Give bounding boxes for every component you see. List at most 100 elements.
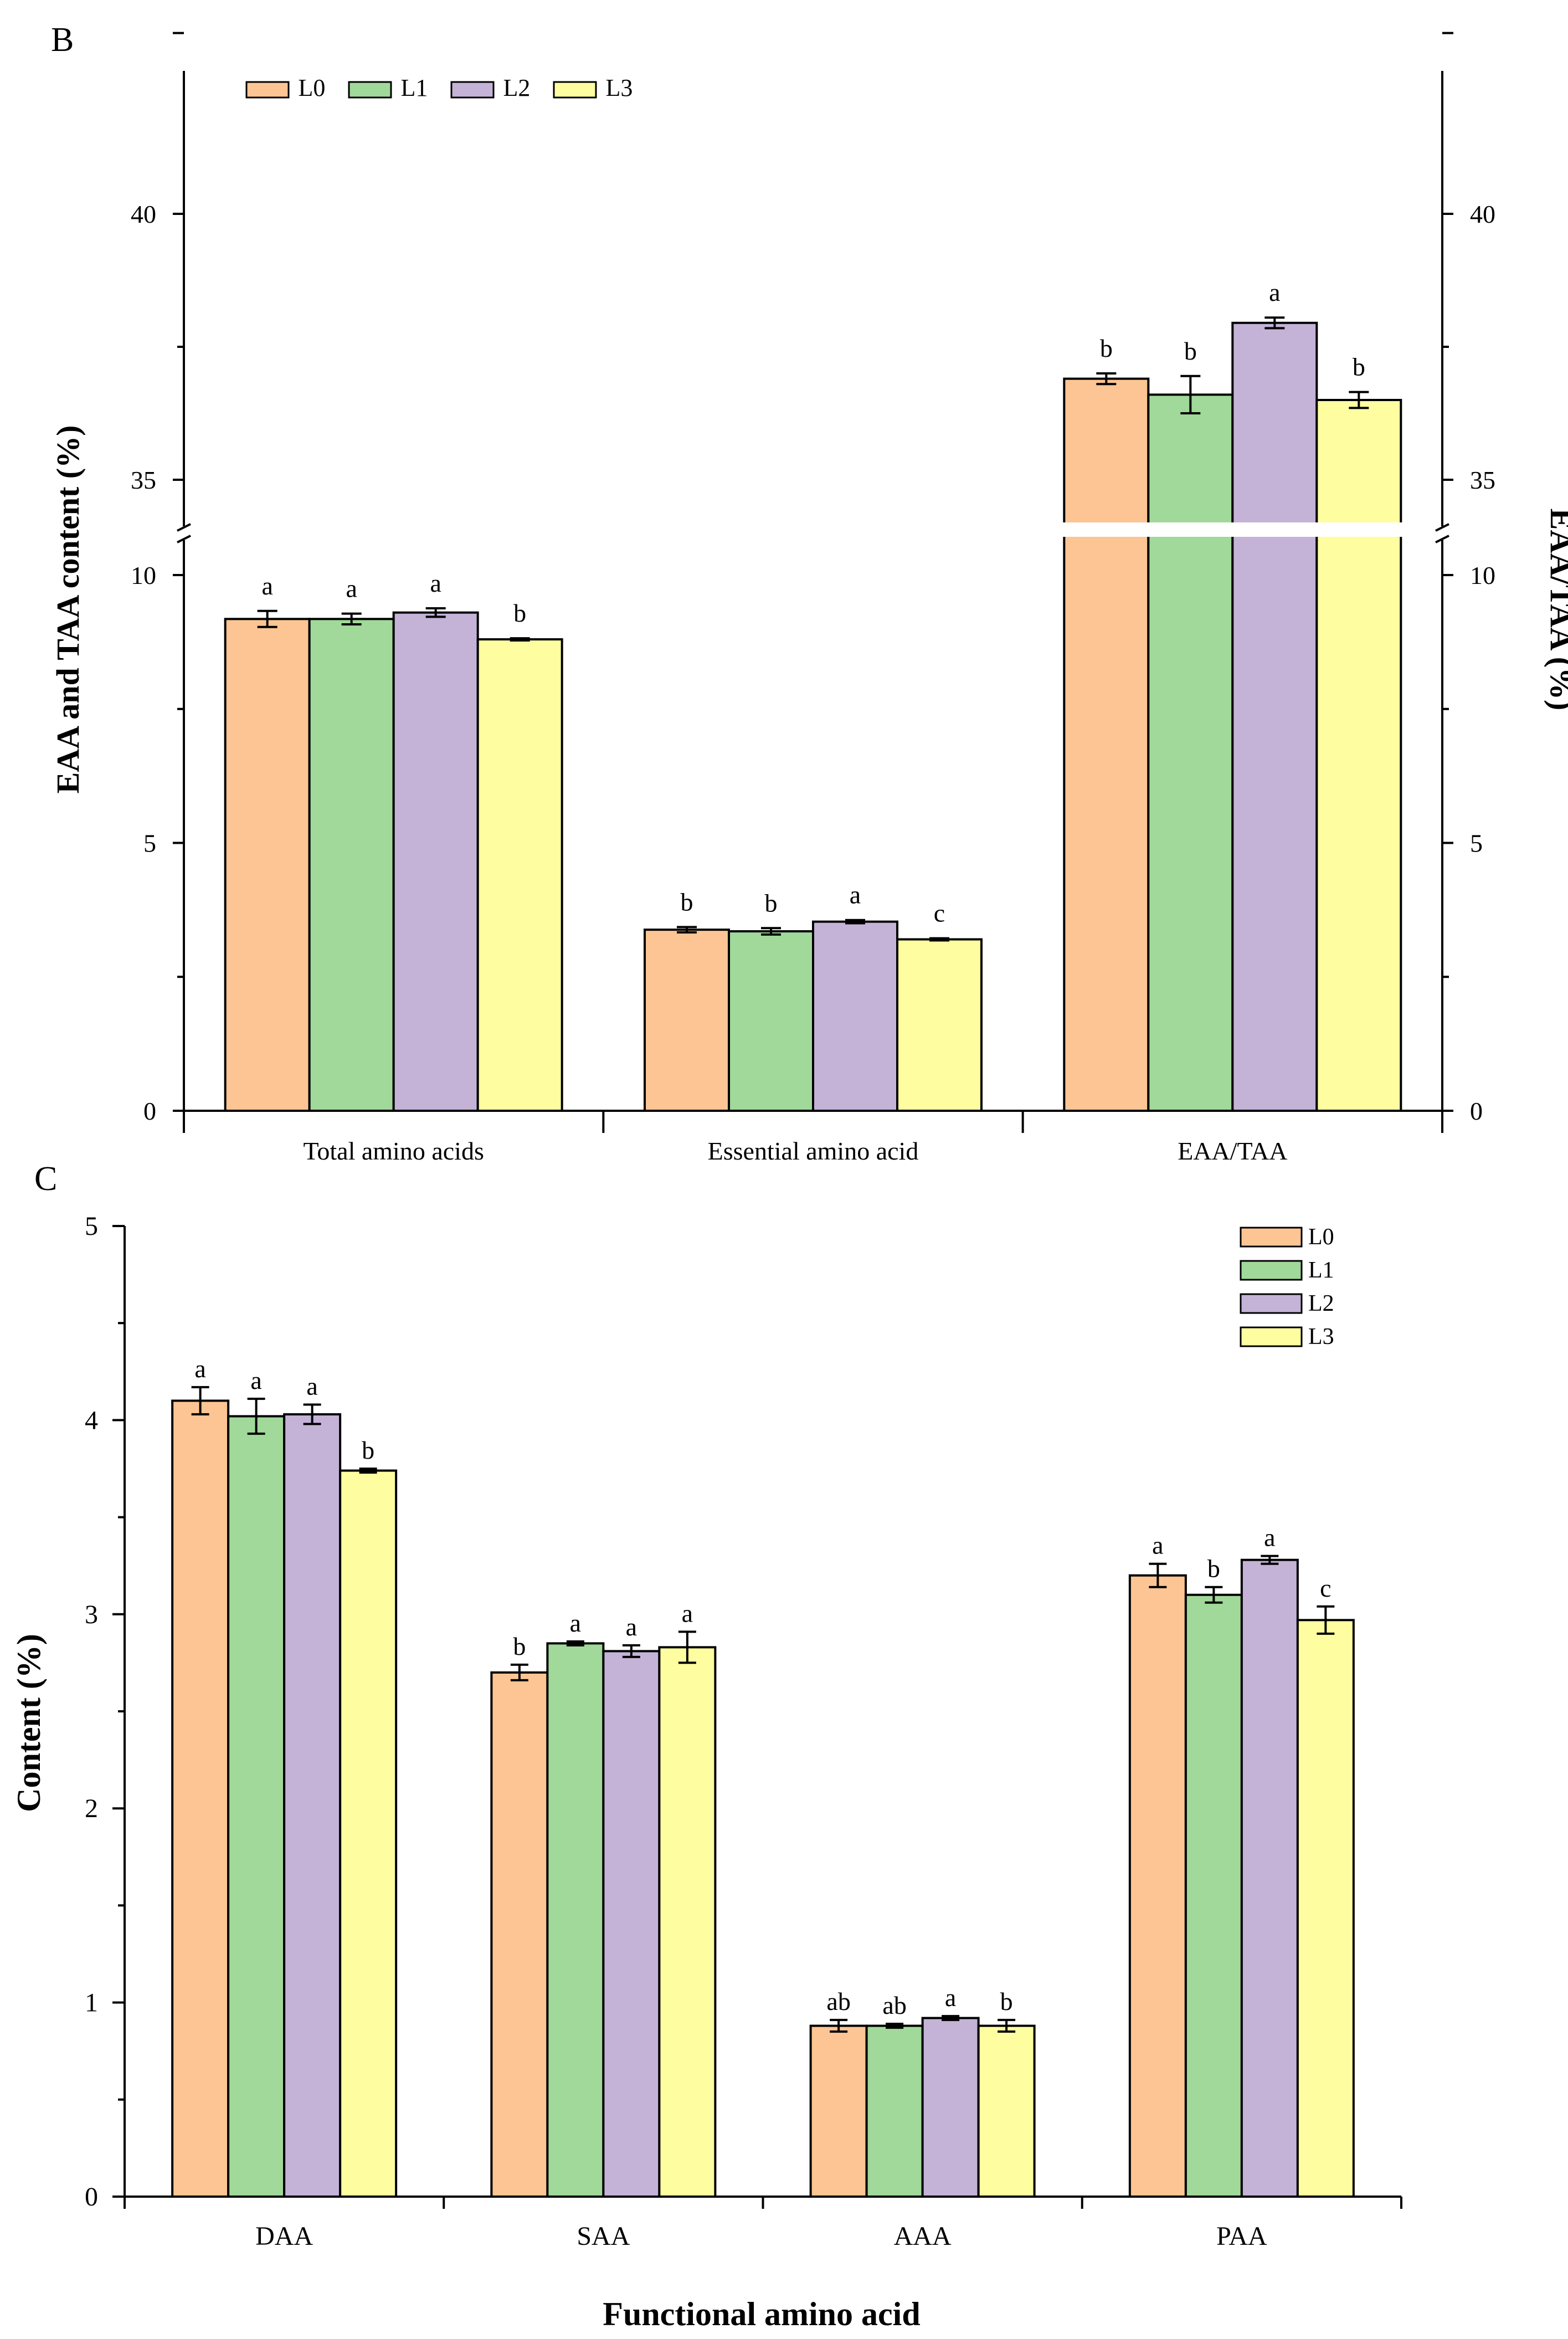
- significance-letter-daa-l2: a: [306, 1372, 317, 1400]
- bar-total-amino-acids-l3: [476, 638, 563, 1112]
- right-axis-break-mark-bottom: [1435, 535, 1449, 543]
- significance-letter-eaa-taa-l1: b: [1184, 337, 1197, 365]
- bar-total-amino-acids-l0: [224, 618, 311, 1112]
- legend-label-l3: L3: [606, 74, 633, 101]
- panel-c-label: C: [34, 1160, 57, 1198]
- panel-b-chart: B a a a b b b a c b b a b Total amino acids Essentia…: [50, 21, 1568, 1165]
- error-bar-essential-amino-acid-l0: [677, 926, 697, 933]
- significance-letter-total-amino-acids-l2: a: [430, 569, 441, 597]
- left-y-tick-label: 0: [143, 1097, 156, 1125]
- significance-letter-eaa-taa-l0: b: [1100, 334, 1113, 362]
- bar-saa-l1: [546, 1642, 605, 2198]
- x-tick-label-daa: DAA: [255, 2222, 313, 2251]
- bar-total-amino-acids-l2: [392, 611, 479, 1112]
- significance-letter-essential-amino-acid-l0: b: [681, 888, 693, 916]
- bar-saa-l0: [490, 1671, 549, 2198]
- error-bar-daa-l2: [303, 1403, 321, 1425]
- significance-letter-total-amino-acids-l0: a: [261, 572, 273, 600]
- significance-letter-eaa-taa-l3: b: [1353, 353, 1365, 381]
- bar-essential-amino-acid-l1: [728, 930, 814, 1112]
- legend-swatch-l1: [1240, 1260, 1303, 1281]
- legend-label-l3: L3: [1308, 1324, 1334, 1350]
- error-bar-essential-amino-acid-l2: [845, 919, 865, 925]
- error-bar-eaa-taa-l2: [1264, 316, 1285, 330]
- error-bar-paa-l2: [1261, 1555, 1279, 1565]
- significance-letter-essential-amino-acid-l2: a: [850, 881, 861, 909]
- significance-letter-paa-l2: a: [1264, 1524, 1275, 1552]
- y-tick-label: 5: [85, 1212, 98, 1241]
- error-bar-total-amino-acids-l1: [341, 612, 362, 625]
- legend-swatch-l0: [245, 81, 290, 99]
- bar-paa-l2: [1240, 1558, 1299, 2198]
- panel-b-y-axis-label: EAA and TAA content (%): [50, 425, 86, 794]
- legend-label-l2: L2: [1308, 1291, 1334, 1316]
- left-y-tick-label: 10: [131, 561, 156, 589]
- significance-letter-paa-l0: a: [1152, 1531, 1163, 1560]
- significance-letter-total-amino-acids-l1: a: [346, 575, 357, 603]
- legend-label-l0: L0: [299, 74, 326, 101]
- error-bar-aaa-l1: [886, 2023, 904, 2029]
- left-y-tick-label: 35: [131, 466, 156, 494]
- y-tick-label: 3: [85, 1600, 98, 1629]
- left-y-tick-label: 40: [131, 200, 156, 228]
- bar-aaa-l1: [865, 2024, 924, 2198]
- significance-letter-paa-l1: b: [1207, 1555, 1220, 1583]
- bar-eaa-taa-l0: [1063, 377, 1150, 1112]
- right-y-tick-label: 0: [1470, 1097, 1483, 1125]
- error-bar-saa-l0: [510, 1663, 528, 1681]
- y-tick-label: 1: [85, 1988, 98, 2018]
- legend-swatch-l0: [1240, 1227, 1303, 1248]
- bar-daa-l0: [171, 1399, 230, 2198]
- bar-daa-l3: [339, 1469, 398, 2198]
- error-bar-saa-l1: [566, 1640, 584, 1646]
- left-axis-break-mark-bottom: [177, 535, 191, 543]
- bar-daa-l2: [283, 1413, 342, 2198]
- significance-letter-aaa-l3: b: [1000, 1987, 1013, 2015]
- legend-label-l1: L1: [401, 74, 428, 101]
- legend-swatch-l1: [348, 81, 392, 99]
- error-bar-daa-l1: [247, 1397, 265, 1435]
- error-bar-total-amino-acids-l3: [510, 637, 530, 642]
- significance-letter-essential-amino-acid-l1: b: [765, 889, 778, 917]
- error-bar-total-amino-acids-l0: [257, 609, 277, 628]
- legend-label-l2: L2: [503, 74, 531, 101]
- bar-total-amino-acids-l1: [308, 618, 395, 1112]
- panel-b-label: B: [51, 21, 74, 59]
- legend-label-l1: L1: [1308, 1258, 1334, 1283]
- error-bar-essential-amino-acid-l1: [761, 927, 781, 936]
- bar-essential-amino-acid-l0: [644, 929, 730, 1112]
- significance-letter-total-amino-acids-l3: b: [513, 599, 526, 627]
- bar-paa-l3: [1296, 1619, 1355, 2198]
- significance-letter-daa-l1: a: [250, 1366, 261, 1394]
- bar-eaa-taa-l2: [1231, 321, 1318, 1112]
- error-bar-eaa-taa-l0: [1096, 372, 1117, 386]
- error-bar-essential-amino-acid-l3: [929, 937, 949, 942]
- x-tick-label-saa: SAA: [577, 2222, 630, 2251]
- error-bar-paa-l0: [1149, 1562, 1167, 1588]
- bar-saa-l3: [658, 1646, 717, 2198]
- error-bar-paa-l1: [1205, 1586, 1223, 1604]
- legend-swatch-l3: [1240, 1326, 1303, 1347]
- bar-aaa-l2: [921, 2017, 980, 2198]
- significance-letter-paa-l3: c: [1320, 1574, 1331, 1602]
- bar-saa-l2: [602, 1650, 661, 2198]
- x-tick-label-essential-amino-acid: Essential amino acid: [708, 1137, 919, 1165]
- bar-eaa-taa-l1: [1147, 393, 1234, 1112]
- significance-letter-aaa-l1: ab: [882, 1991, 906, 2019]
- right-y-tick-label: 35: [1470, 466, 1495, 494]
- error-bar-aaa-l2: [942, 2015, 960, 2022]
- significance-letter-eaa-taa-l2: a: [1269, 278, 1280, 306]
- right-y-tick-label: 10: [1470, 561, 1495, 589]
- bar-essential-amino-acid-l2: [812, 920, 898, 1112]
- bar-aaa-l0: [809, 2024, 868, 2198]
- y-tick-label: 0: [85, 2182, 98, 2212]
- panel-b-secondary-y-axis-label: EAA/TAA (%): [1544, 509, 1568, 711]
- y-tick-label: 2: [85, 1794, 98, 1823]
- significance-letter-saa-l2: a: [626, 1613, 637, 1641]
- significance-letter-aaa-l2: a: [945, 1983, 956, 2012]
- legend-swatch-l2: [1240, 1293, 1303, 1314]
- right-y-tick-label: 40: [1470, 200, 1495, 228]
- x-tick-label-aaa: AAA: [894, 2222, 952, 2251]
- right-axis-break-mark-top: [1435, 523, 1449, 532]
